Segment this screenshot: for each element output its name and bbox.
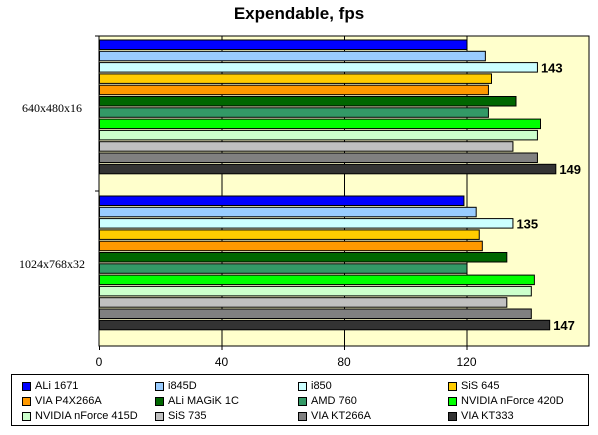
- bar: [99, 252, 508, 263]
- legend-swatch: [448, 381, 457, 391]
- legend-swatch: [22, 381, 31, 391]
- bar: [99, 297, 508, 308]
- legend-item: VIA KT266A: [298, 409, 371, 423]
- bar: [99, 129, 538, 141]
- bar: [99, 263, 468, 274]
- legend-label: VIA P4X266A: [35, 395, 102, 407]
- legend-item: SiS 735: [155, 409, 207, 423]
- legend-swatch: [298, 411, 307, 421]
- legend-swatch: [22, 396, 31, 406]
- bar: [99, 195, 465, 206]
- legend-item: ALi 1671: [22, 379, 78, 393]
- x-tick-label: 40: [215, 355, 229, 369]
- legend-swatch: [155, 411, 164, 421]
- chart-legend: ALi 1671 i845D i850 SiS 645 VIA P4X266A ALi M…: [11, 374, 589, 426]
- bar: [99, 73, 492, 84]
- bar: [99, 229, 480, 240]
- legend-item: NVIDIA nForce 420D: [448, 394, 564, 408]
- legend-swatch: [448, 396, 457, 406]
- legend-swatch: [155, 396, 164, 406]
- bar: [99, 96, 517, 107]
- legend-swatch: [448, 411, 457, 421]
- legend-item: i850: [298, 379, 332, 393]
- legend-label: NVIDIA nForce 415D: [35, 410, 138, 422]
- chart-title: Expendable, fps: [233, 4, 365, 23]
- bar: [99, 308, 532, 319]
- x-tick-label: 120: [456, 355, 476, 369]
- x-tick-label: 0: [96, 355, 103, 369]
- bar: [99, 285, 532, 297]
- legend-item: VIA P4X266A: [22, 394, 102, 408]
- bar: [99, 107, 489, 118]
- data-label: 135: [516, 216, 538, 231]
- x-tick-label: 80: [337, 355, 351, 369]
- legend-label: SiS 735: [168, 410, 207, 422]
- legend-label: NVIDIA nForce 420D: [461, 395, 564, 407]
- legend-item: NVIDIA nForce 415D: [22, 409, 138, 423]
- bar: [99, 62, 538, 73]
- legend-label: ALi 1671: [35, 380, 79, 392]
- bar: [99, 39, 468, 50]
- bar: [99, 274, 535, 286]
- bar: [99, 84, 489, 96]
- bar: [99, 50, 486, 62]
- legend-label: ALi MAGiK 1C: [168, 395, 239, 407]
- data-label: 149: [559, 162, 581, 177]
- data-label: 147: [553, 318, 575, 333]
- legend-item: SiS 645: [448, 379, 500, 393]
- legend-label: AMD 760: [311, 395, 357, 407]
- bar: [99, 163, 557, 175]
- bar: [99, 152, 538, 163]
- legend-item: VIA KT333: [448, 409, 514, 423]
- bar: [99, 141, 514, 152]
- category-label: 1024x768x32: [19, 257, 85, 271]
- data-label: 143: [541, 60, 563, 75]
- legend-label: VIA KT333: [461, 410, 514, 422]
- bar: [99, 206, 477, 218]
- bar: [99, 118, 541, 130]
- category-label: 640x480x16: [22, 101, 82, 115]
- bar: [99, 218, 514, 229]
- legend-swatch: [298, 381, 307, 391]
- legend-item: i845D: [155, 379, 197, 393]
- legend-label: i850: [311, 380, 332, 392]
- legend-swatch: [298, 396, 307, 406]
- bar: [99, 240, 483, 252]
- legend-item: ALi MAGiK 1C: [155, 394, 239, 408]
- legend-swatch: [155, 381, 164, 391]
- legend-item: AMD 760: [298, 394, 357, 408]
- legend-label: i845D: [168, 380, 197, 392]
- legend-swatch: [22, 411, 31, 421]
- bar: [99, 319, 551, 331]
- legend-label: SiS 645: [461, 380, 500, 392]
- legend-label: VIA KT266A: [311, 410, 371, 422]
